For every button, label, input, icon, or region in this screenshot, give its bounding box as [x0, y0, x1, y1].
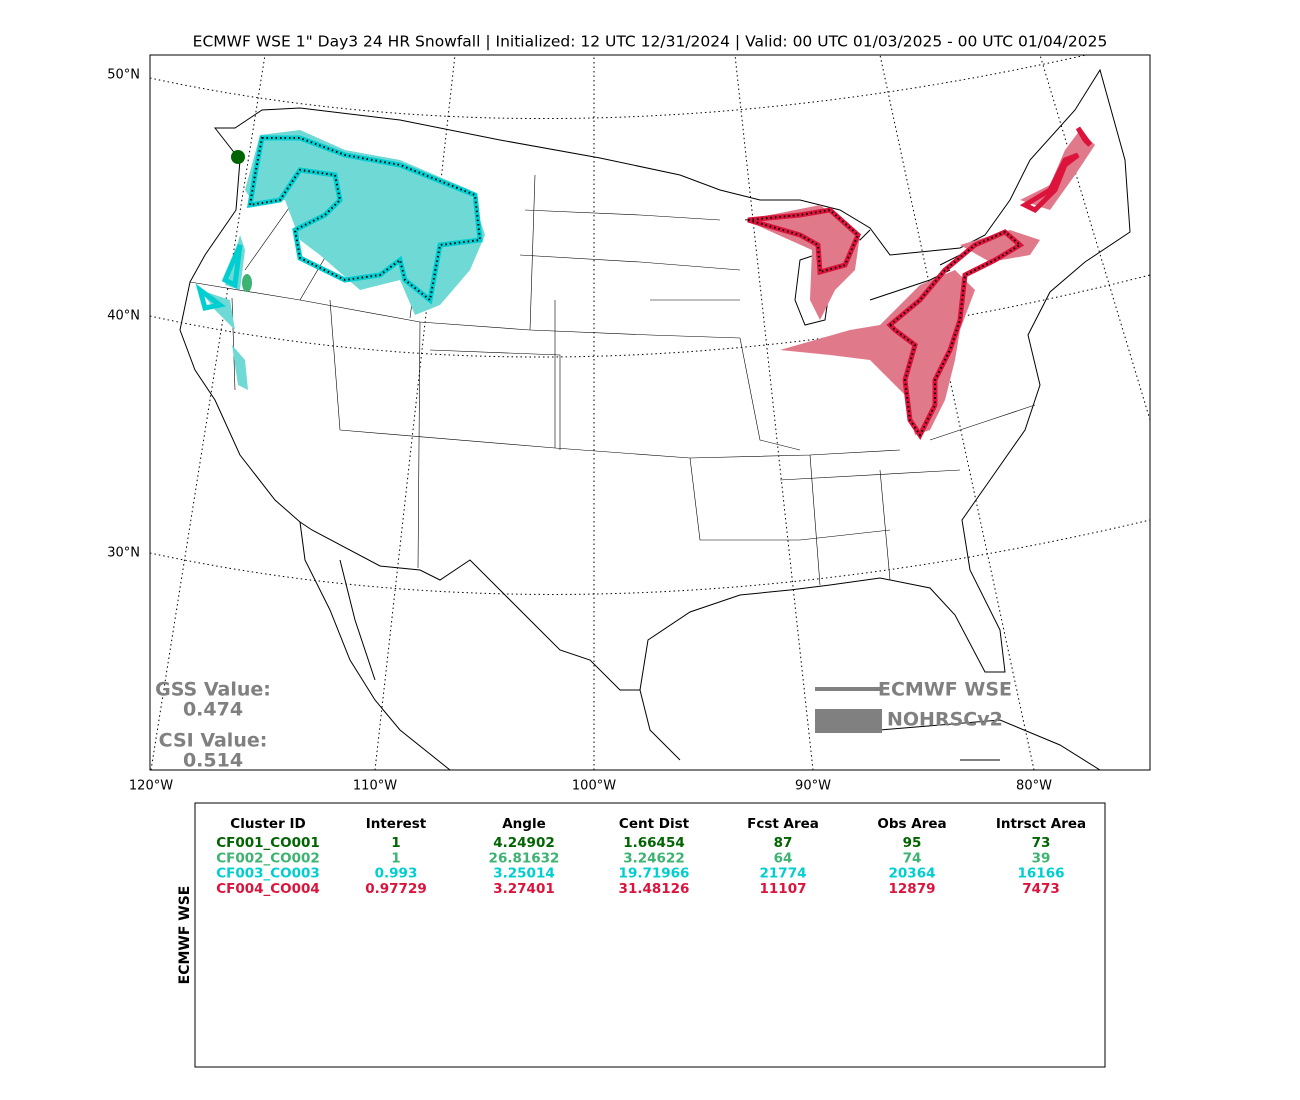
- table-cell: 12879: [889, 881, 936, 897]
- table-cell: 3.25014: [493, 866, 555, 882]
- graticule: [150, 55, 1089, 120]
- table-cell: 16166: [1018, 866, 1065, 882]
- obs-snow-west: [200, 130, 485, 390]
- table-header: Obs Area: [877, 816, 946, 832]
- graticule: [150, 274, 1150, 358]
- table-cell: 0.97729: [365, 881, 427, 897]
- table-cell: 73: [1032, 835, 1051, 851]
- table-cell: 7473: [1022, 881, 1060, 897]
- table-cell: CF001_CO001: [216, 835, 320, 851]
- gss-label: GSS Value:: [155, 679, 271, 701]
- table-cell: 95: [903, 835, 922, 851]
- table-header: Cluster ID: [230, 816, 305, 832]
- table-header: Intrsct Area: [996, 816, 1086, 832]
- table-cell: CF003_CO003: [216, 866, 320, 882]
- legend-label: ECMWF WSE: [878, 679, 1012, 701]
- table-cell: 19.71966: [619, 866, 690, 882]
- csi-value: 0.514: [183, 750, 243, 772]
- lat-label: 50°N: [107, 68, 140, 83]
- csi-label: CSI Value:: [159, 730, 268, 752]
- fcst-snow-west-dots: [248, 137, 482, 302]
- lon-label: 80°W: [1016, 779, 1052, 794]
- table-cell: 74: [903, 850, 922, 866]
- table-header: Cent Dist: [619, 816, 690, 832]
- table-cell: 87: [774, 835, 793, 851]
- table-cell: 0.993: [375, 866, 418, 882]
- lon-label: 100°W: [572, 779, 616, 794]
- table-cell: 11107: [760, 881, 807, 897]
- cluster-2: [242, 274, 252, 292]
- table-cell: 3.27401: [493, 881, 555, 897]
- table-cell: 1: [391, 850, 400, 866]
- table-cell: 3.24622: [623, 850, 685, 866]
- table-cell: 64: [774, 850, 793, 866]
- map: GSS Value: 0.474 CSI Value: 0.514 ECMWF …: [149, 54, 1151, 772]
- table-header: Angle: [502, 816, 546, 832]
- table-side-label: ECMWF WSE: [177, 886, 193, 985]
- lon-label: 110°W: [353, 779, 397, 794]
- map-frame: [149, 54, 1151, 771]
- table-header: Interest: [366, 816, 427, 832]
- table-cell: 39: [1032, 850, 1051, 866]
- table: ECMWF WSE: [177, 802, 1106, 1068]
- table-cell: 26.81632: [489, 850, 560, 866]
- table-cell: 4.24902: [493, 835, 555, 851]
- cluster-1: [231, 150, 245, 164]
- table-cell: 1.66454: [623, 835, 685, 851]
- table-header: Fcst Area: [747, 816, 819, 832]
- table-cell: 31.48126: [619, 881, 690, 897]
- table-cell: 21774: [760, 866, 807, 882]
- lat-label: 40°N: [107, 309, 140, 324]
- legend-swatch: [815, 709, 882, 733]
- table-cell: CF004_CO004: [216, 881, 320, 897]
- lon-label: 120°W: [129, 779, 173, 794]
- table-cell: 1: [391, 835, 400, 851]
- table-cell: 20364: [889, 866, 936, 882]
- gss-value: 0.474: [183, 699, 243, 721]
- table-cell: CF002_CO002: [216, 850, 320, 866]
- lat-label: 30°N: [107, 546, 140, 561]
- fcst-snow-east-dots: [747, 208, 1022, 437]
- legend-label: NOHRSCv2: [887, 709, 1003, 731]
- lon-label: 90°W: [795, 779, 831, 794]
- mexico: [299, 521, 1101, 770]
- title: ECMWF WSE 1" Day3 24 HR Snowfall | Initi…: [193, 33, 1108, 51]
- table-frame: [194, 802, 1106, 1068]
- obs-snow-east: [745, 130, 1095, 435]
- graticule: [150, 519, 1150, 595]
